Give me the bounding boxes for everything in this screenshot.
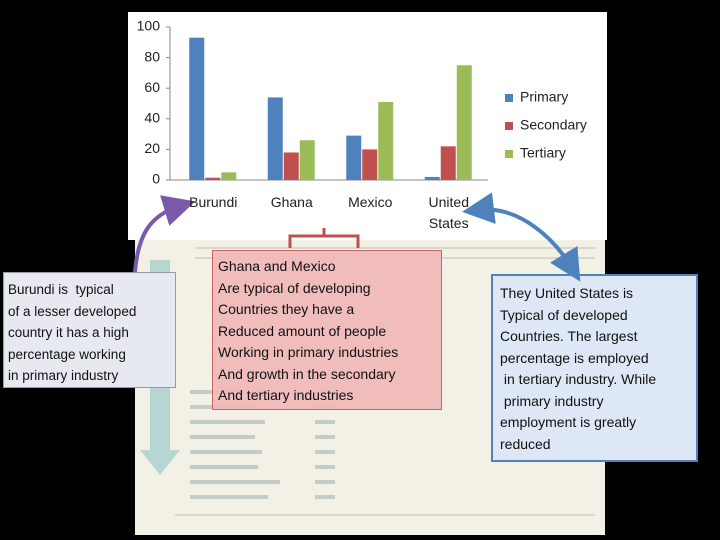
legend-label: Secondary bbox=[520, 117, 587, 133]
annotation-line: in primary industry bbox=[8, 368, 119, 383]
bar bbox=[362, 149, 378, 180]
bar bbox=[378, 101, 394, 180]
annotation-line: Reduced amount of people bbox=[218, 322, 387, 339]
legend-swatch bbox=[505, 94, 513, 102]
annotation-line: employment is greatly bbox=[500, 414, 637, 430]
annotation-line: Are typical of developing bbox=[218, 279, 371, 296]
bar bbox=[424, 176, 440, 180]
legend-label: Primary bbox=[520, 89, 568, 105]
annotation-line: percentage is employed bbox=[500, 349, 649, 366]
x-tick-label: Burundi bbox=[189, 194, 238, 210]
annotation-line: And tertiary industries bbox=[218, 387, 354, 403]
bar bbox=[205, 177, 221, 180]
bar bbox=[267, 97, 283, 180]
annotation-line: primary industry bbox=[500, 392, 604, 409]
bar bbox=[456, 65, 472, 180]
annotation-line: And growth in the secondary bbox=[218, 365, 396, 382]
y-tick-label: 100 bbox=[137, 18, 161, 34]
bar bbox=[283, 152, 299, 180]
annotation-line: Ghana and Mexico bbox=[218, 258, 336, 274]
annotation-line: They United States is bbox=[500, 285, 634, 301]
bar bbox=[189, 37, 205, 181]
annotation-line: Working in primary industries bbox=[218, 344, 399, 360]
annotation: Ghana and Mexico Are typical of developin… bbox=[212, 250, 442, 410]
bar bbox=[221, 172, 237, 180]
y-tick-label: 20 bbox=[144, 140, 160, 156]
legend-label: Tertiary bbox=[520, 145, 566, 161]
annotation-line: Countries they have a bbox=[218, 301, 355, 317]
annotation-line: Countries. The largest bbox=[500, 328, 638, 344]
annotation-line: Typical of developed bbox=[500, 306, 628, 323]
bar bbox=[346, 135, 362, 180]
y-tick-label: 60 bbox=[144, 79, 160, 95]
x-tick-label: Mexico bbox=[348, 194, 393, 210]
annotation: They United States is Typical of develope… bbox=[491, 274, 698, 462]
bar bbox=[440, 146, 456, 180]
annotation-line: reduced bbox=[500, 435, 551, 452]
annotation-line: in tertiary industry. While bbox=[500, 371, 657, 387]
annotation-line: of a lesser developed bbox=[8, 303, 137, 319]
annotation-line: Burundi is typical bbox=[8, 282, 114, 297]
bar bbox=[299, 140, 315, 180]
annotation-line: percentage working bbox=[8, 346, 126, 362]
x-tick-label: United States bbox=[428, 194, 469, 231]
annotation-line: country it has a high bbox=[8, 325, 129, 340]
annotation: Burundi is typical of a lesser developed c… bbox=[3, 272, 176, 388]
x-tick-label: Ghana bbox=[270, 194, 313, 210]
y-tick-label: 80 bbox=[144, 48, 160, 64]
legend-swatch bbox=[505, 122, 513, 130]
y-tick-label: 0 bbox=[152, 171, 160, 187]
y-tick-label: 40 bbox=[144, 110, 160, 126]
legend-swatch bbox=[505, 150, 513, 158]
